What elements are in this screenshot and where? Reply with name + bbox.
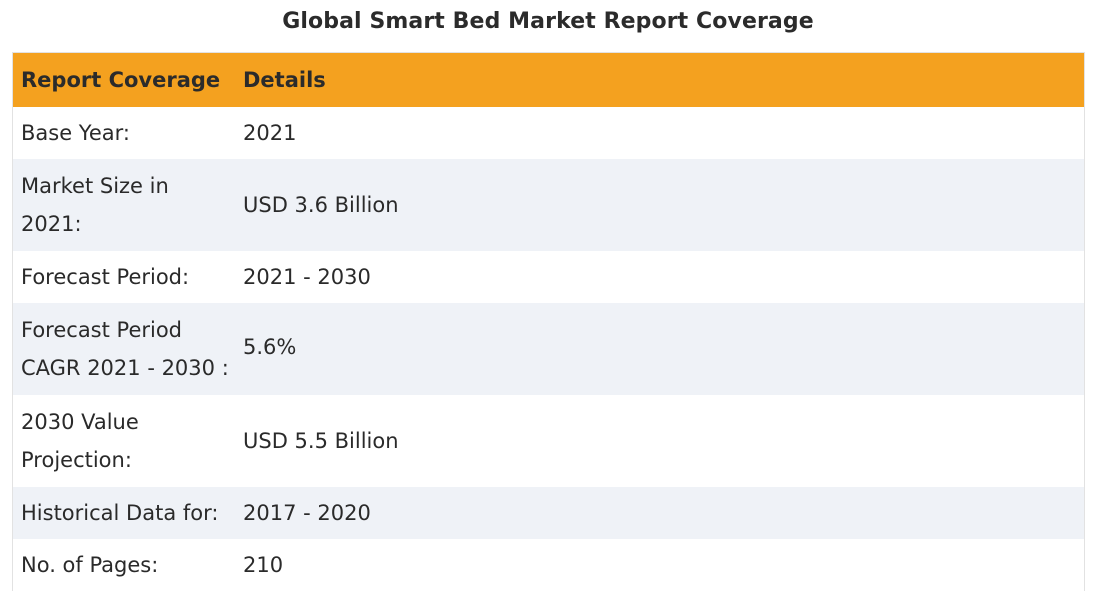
table-row-cagr: Forecast Period CAGR 2021 - 2030 : 5.6% [13,303,1084,395]
row-value: 2021 [243,121,297,145]
row-label: Market Size in 2021: [21,174,169,236]
row-value: 2017 - 2020 [243,501,371,525]
table-row-market-size: Market Size in 2021: USD 3.6 Billion [13,159,1084,251]
header-details: Details [243,68,326,92]
row-value: USD 3.6 Billion [243,193,399,217]
table-row-forecast-period: Forecast Period: 2021 - 2030 [13,251,1084,303]
table-header-row: Report Coverage Details [13,53,1084,107]
row-label: No. of Pages: [21,553,159,577]
table-title: Global Smart Bed Market Report Coverage [282,9,814,34]
row-label: 2030 Value Projection: [21,410,139,472]
table-row-base-year: Base Year: 2021 [13,107,1084,159]
table-row-2030-projection: 2030 Value Projection: USD 5.5 Billion [13,395,1084,487]
row-value: USD 5.5 Billion [243,429,399,453]
table-row-historical-data: Historical Data for: 2017 - 2020 [13,487,1084,539]
row-value: 210 [243,553,284,577]
row-label: Base Year: [21,121,130,145]
row-value: 5.6% [243,335,297,359]
header-report-coverage: Report Coverage [21,68,221,92]
table-row-pages: No. of Pages: 210 [13,539,1084,591]
row-value: 2021 - 2030 [243,265,371,289]
row-label: Forecast Period CAGR 2021 - 2030 : [21,318,229,380]
row-label: Forecast Period: [21,265,190,289]
row-label: Historical Data for: [21,501,219,525]
report-coverage-table: Report Coverage Details Base Year: 2021 … [12,52,1085,591]
